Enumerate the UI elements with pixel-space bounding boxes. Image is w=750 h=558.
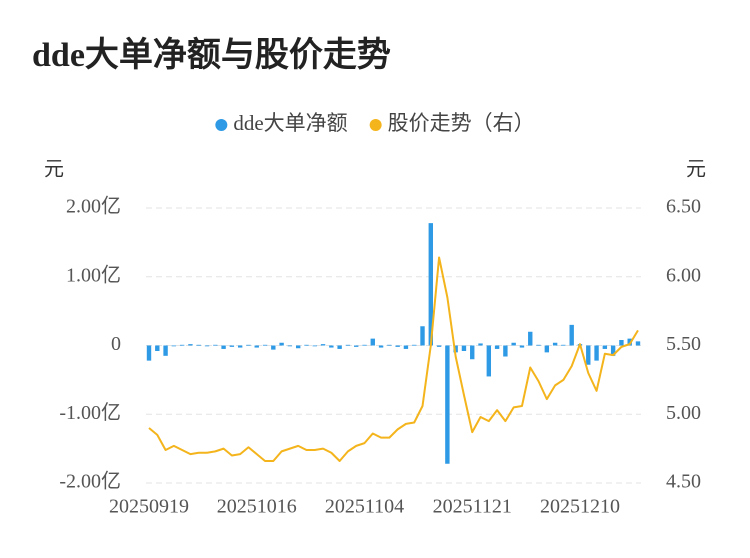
- y2-tick-label: 6.50: [666, 196, 701, 218]
- bar: [337, 345, 342, 349]
- bar: [511, 342, 516, 346]
- bar: [221, 345, 226, 349]
- bar: [486, 345, 492, 377]
- bar: [387, 344, 392, 346]
- bar: [519, 345, 525, 348]
- y2-tick-label: 6.00: [666, 264, 701, 286]
- bar: [287, 345, 293, 347]
- y-tick-label: 1.00亿: [66, 263, 121, 286]
- bar: [470, 345, 475, 360]
- bar: [204, 345, 210, 347]
- bar: [610, 345, 616, 356]
- bar: [196, 344, 201, 346]
- x-tick-label: 20251016: [217, 496, 297, 518]
- bar: [403, 345, 409, 349]
- y-tick-label: -1.00亿: [59, 401, 121, 424]
- chart-title: dde大单净额与股价走势: [32, 36, 391, 74]
- y2-tick-label: 5.50: [666, 333, 701, 355]
- x-tick-label: 20250919: [109, 496, 189, 518]
- y2-axis-unit: 元: [686, 159, 706, 181]
- y-axis-unit: 元: [44, 159, 64, 181]
- bar: [544, 345, 550, 353]
- bar: [179, 344, 185, 346]
- bar: [569, 324, 574, 346]
- bar: [561, 344, 566, 346]
- bar: [237, 345, 243, 348]
- bar: [586, 345, 591, 365]
- bar: [320, 344, 326, 346]
- bar: [445, 345, 450, 464]
- bar: [619, 340, 624, 346]
- legend-label: dde大单净额: [233, 111, 347, 135]
- bar: [428, 223, 433, 346]
- bar: [345, 344, 351, 346]
- bar: [420, 326, 425, 346]
- bar: [271, 345, 276, 350]
- bar: [552, 342, 558, 346]
- legend-label: 股价走势（右）: [388, 111, 535, 135]
- bar: [213, 344, 218, 346]
- bar: [635, 341, 641, 346]
- legend: dde大单净额 股价走势（右）: [215, 111, 535, 135]
- bar: [528, 331, 533, 346]
- bar: [229, 345, 235, 347]
- bar: [602, 345, 608, 349]
- bar: [536, 344, 541, 346]
- bar: [354, 345, 359, 347]
- y-tick-label: 2.00亿: [66, 195, 121, 218]
- legend-marker: [369, 119, 382, 131]
- x-tick-label: 20251210: [540, 496, 620, 518]
- y-tick-label: 0: [111, 333, 121, 355]
- bar: [312, 345, 317, 347]
- bar: [146, 345, 152, 361]
- bar: [594, 345, 599, 361]
- y-tick-label: -2.00亿: [59, 470, 121, 493]
- bar: [461, 345, 467, 351]
- bar: [304, 344, 309, 346]
- bar: [279, 342, 284, 346]
- y2-tick-label: 4.50: [666, 471, 701, 493]
- bar: [295, 345, 301, 349]
- bar: [188, 344, 193, 346]
- y2-tick-label: 5.00: [666, 402, 701, 424]
- bar: [494, 345, 500, 349]
- bar: [412, 344, 417, 346]
- bar: [370, 338, 375, 346]
- price-line: [148, 256, 639, 462]
- bar: [395, 345, 400, 347]
- bar: [453, 345, 458, 353]
- bar: [378, 345, 384, 348]
- x-tick-label: 20251121: [433, 496, 512, 518]
- bar: [171, 345, 177, 347]
- bar: [362, 344, 367, 346]
- bar: [254, 345, 259, 348]
- bar: [627, 338, 632, 346]
- bar: [478, 343, 483, 346]
- legend-marker: [215, 119, 228, 131]
- bar: [503, 345, 508, 357]
- bar: [246, 344, 251, 346]
- x-tick-label: 20251104: [325, 496, 404, 518]
- bar: [329, 345, 334, 348]
- bar: [163, 345, 168, 356]
- bar: [262, 344, 268, 346]
- bar: [155, 345, 160, 351]
- bar: [436, 345, 442, 347]
